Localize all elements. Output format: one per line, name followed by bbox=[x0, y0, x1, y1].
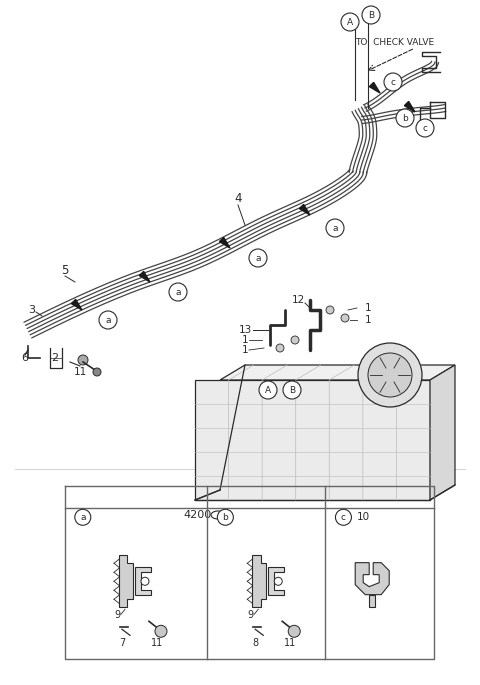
Circle shape bbox=[326, 219, 344, 237]
Text: 10: 10 bbox=[357, 512, 370, 522]
Text: A: A bbox=[265, 386, 271, 395]
Text: 11: 11 bbox=[73, 367, 86, 377]
Circle shape bbox=[368, 353, 412, 397]
Circle shape bbox=[99, 311, 117, 329]
Polygon shape bbox=[300, 204, 310, 215]
Polygon shape bbox=[195, 380, 430, 500]
Text: a: a bbox=[255, 253, 261, 262]
Text: 9: 9 bbox=[114, 610, 120, 621]
Text: B: B bbox=[368, 10, 374, 19]
Text: 8: 8 bbox=[252, 638, 258, 648]
Circle shape bbox=[249, 249, 267, 267]
Circle shape bbox=[141, 577, 149, 585]
Circle shape bbox=[78, 355, 88, 365]
Text: b: b bbox=[402, 114, 408, 123]
Circle shape bbox=[336, 509, 351, 525]
Circle shape bbox=[155, 625, 167, 637]
Polygon shape bbox=[139, 271, 150, 282]
Circle shape bbox=[416, 119, 434, 137]
Text: c: c bbox=[422, 123, 428, 132]
Circle shape bbox=[283, 381, 301, 399]
Circle shape bbox=[326, 306, 334, 314]
Circle shape bbox=[358, 343, 422, 407]
Text: 2: 2 bbox=[51, 353, 59, 363]
Text: 4: 4 bbox=[234, 192, 242, 205]
Circle shape bbox=[288, 625, 300, 637]
Text: A: A bbox=[347, 18, 353, 27]
Text: 11: 11 bbox=[151, 638, 163, 648]
Polygon shape bbox=[119, 556, 133, 608]
Text: B: B bbox=[289, 386, 295, 395]
Text: 1: 1 bbox=[365, 315, 372, 325]
Text: 6: 6 bbox=[22, 353, 28, 363]
Text: 4200: 4200 bbox=[184, 510, 212, 520]
Text: 1: 1 bbox=[365, 303, 372, 313]
Text: c: c bbox=[341, 513, 346, 522]
Polygon shape bbox=[369, 595, 375, 607]
Circle shape bbox=[384, 73, 402, 91]
Text: 12: 12 bbox=[292, 295, 305, 305]
Circle shape bbox=[396, 109, 414, 127]
Text: a: a bbox=[80, 513, 85, 522]
Circle shape bbox=[259, 381, 277, 399]
Polygon shape bbox=[370, 82, 380, 93]
Text: 3: 3 bbox=[28, 305, 35, 315]
Circle shape bbox=[341, 314, 349, 322]
Text: b: b bbox=[223, 513, 228, 522]
Circle shape bbox=[291, 336, 299, 344]
Polygon shape bbox=[220, 365, 455, 380]
Text: 1: 1 bbox=[241, 345, 248, 355]
Circle shape bbox=[362, 6, 380, 24]
Polygon shape bbox=[268, 567, 284, 595]
Text: 11: 11 bbox=[284, 638, 296, 648]
Text: TO  CHECK VALVE: TO CHECK VALVE bbox=[355, 38, 434, 47]
Polygon shape bbox=[135, 567, 151, 595]
Text: 13: 13 bbox=[239, 325, 252, 335]
Text: 7: 7 bbox=[119, 638, 125, 648]
Circle shape bbox=[341, 13, 359, 31]
Polygon shape bbox=[355, 562, 389, 595]
Circle shape bbox=[217, 509, 233, 525]
Circle shape bbox=[169, 283, 187, 301]
Text: 1: 1 bbox=[241, 335, 248, 345]
Text: 9: 9 bbox=[247, 610, 253, 621]
Circle shape bbox=[93, 368, 101, 376]
Polygon shape bbox=[404, 101, 415, 112]
Text: a: a bbox=[175, 288, 181, 297]
Text: a: a bbox=[332, 223, 338, 232]
Text: a: a bbox=[105, 316, 111, 325]
Text: c: c bbox=[391, 77, 396, 86]
Circle shape bbox=[276, 344, 284, 352]
Circle shape bbox=[274, 577, 282, 585]
Circle shape bbox=[75, 509, 91, 525]
Polygon shape bbox=[430, 365, 455, 500]
Polygon shape bbox=[252, 556, 266, 608]
Text: 5: 5 bbox=[61, 264, 69, 277]
Polygon shape bbox=[72, 299, 82, 310]
Polygon shape bbox=[219, 238, 230, 248]
